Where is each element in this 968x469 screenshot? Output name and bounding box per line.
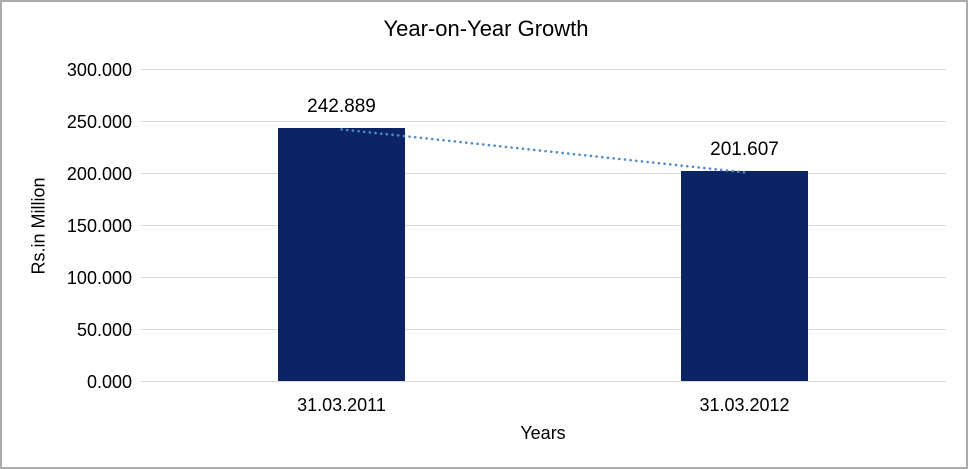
gridline bbox=[140, 277, 946, 278]
y-tick-label: 200.000 bbox=[66, 164, 132, 184]
y-tick-label: 300.000 bbox=[66, 60, 132, 80]
plot-area: 242.889 201.607 bbox=[140, 69, 946, 382]
y-tick-label: 250.000 bbox=[66, 112, 132, 132]
gridline bbox=[140, 69, 946, 70]
gridline bbox=[140, 225, 946, 226]
data-label: 242.889 bbox=[307, 96, 376, 118]
x-tick-label: 31.03.2012 bbox=[699, 395, 790, 415]
y-tick-label: 0.000 bbox=[86, 372, 132, 392]
trendline bbox=[340, 128, 746, 174]
gridline bbox=[140, 381, 946, 382]
bar-31.03.2012 bbox=[681, 171, 808, 381]
y-tick-label: 50.000 bbox=[76, 320, 132, 340]
chart-title: Year-on-Year Growth bbox=[383, 16, 589, 41]
y-tick-label: 150.000 bbox=[66, 216, 132, 236]
x-tick-label: 31.03.2011 bbox=[297, 395, 386, 415]
bar-31.03.2011 bbox=[278, 128, 405, 381]
x-axis-title: Years bbox=[520, 423, 566, 443]
gridline bbox=[140, 329, 946, 330]
gridline bbox=[140, 173, 946, 174]
y-tick-label: 100.000 bbox=[66, 268, 132, 288]
data-label: 201.607 bbox=[710, 139, 779, 161]
gridline bbox=[140, 121, 946, 122]
